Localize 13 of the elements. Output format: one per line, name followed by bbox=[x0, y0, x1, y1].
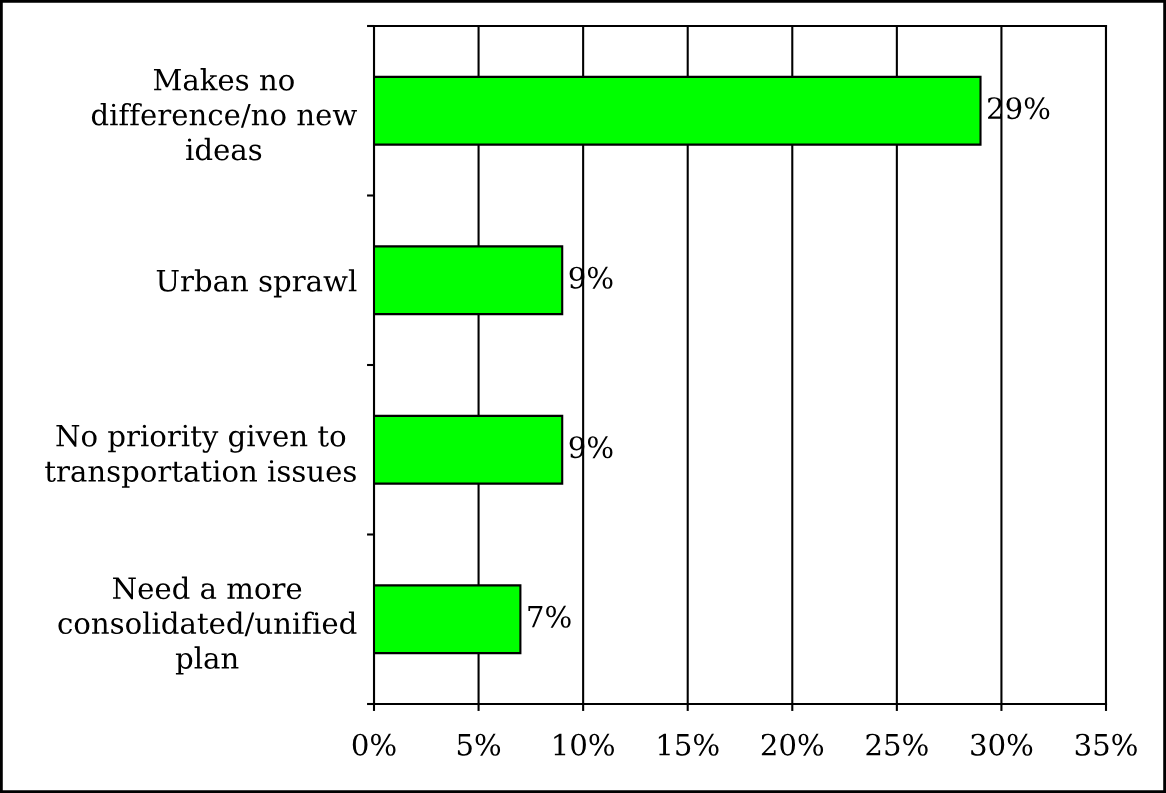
x-tick-label: 20% bbox=[761, 733, 824, 756]
x-tick-label: 35% bbox=[1075, 733, 1137, 756]
x-tick-label: 10% bbox=[554, 733, 614, 756]
y-tick-label: Need a more consolidated/unified plan bbox=[58, 576, 357, 675]
x-tick-label: 25% bbox=[866, 733, 928, 756]
y-tick-label: Makes no difference/no new ideas bbox=[91, 68, 357, 161]
x-tick-label: 0% bbox=[352, 733, 396, 756]
y-tick-label: Urban sprawl bbox=[156, 269, 357, 298]
x-tick-label: 5% bbox=[457, 733, 501, 756]
x-tick-label: 15% bbox=[658, 733, 719, 756]
data-label: 7% bbox=[528, 605, 571, 628]
x-tick-label: 30% bbox=[971, 733, 1033, 756]
y-tick-label: No priority given to transportation issues bbox=[45, 424, 356, 488]
